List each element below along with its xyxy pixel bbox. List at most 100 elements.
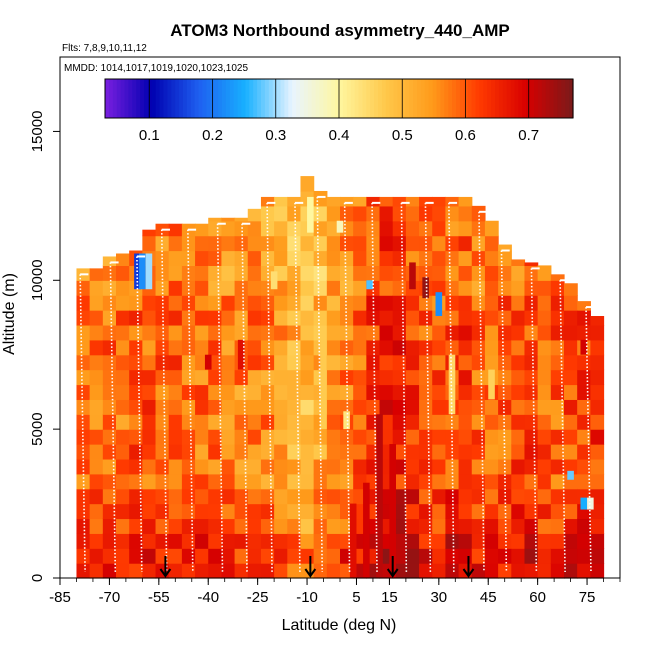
heatmap-cell bbox=[471, 250, 486, 266]
heatmap-cell bbox=[550, 548, 565, 564]
heatmap-cell bbox=[76, 429, 91, 445]
heatmap-patch bbox=[376, 414, 383, 578]
heatmap-cell bbox=[116, 384, 130, 400]
heatmap-cell bbox=[129, 399, 143, 415]
heatmap-cell bbox=[419, 563, 433, 579]
heatmap-cell bbox=[458, 444, 473, 460]
colorbar-swatch bbox=[483, 79, 488, 118]
heatmap-cell bbox=[142, 354, 157, 371]
colorbar-swatch bbox=[514, 79, 519, 118]
heatmap-cell bbox=[195, 280, 209, 296]
heatmap-cell bbox=[274, 399, 288, 415]
heatmap-cell bbox=[392, 429, 407, 445]
colorbar-swatch bbox=[218, 79, 223, 118]
heatmap-cell bbox=[511, 265, 526, 281]
flight-track bbox=[160, 229, 168, 573]
heatmap-cell bbox=[326, 339, 341, 356]
colorbar-swatch bbox=[144, 79, 149, 118]
heatmap-cell bbox=[379, 235, 394, 252]
heatmap-cell bbox=[142, 324, 157, 341]
heatmap-cell bbox=[168, 473, 183, 490]
heatmap-cell bbox=[116, 503, 130, 520]
heatmap-cell bbox=[116, 354, 130, 371]
heatmap-cell bbox=[313, 190, 328, 207]
heatmap-cell bbox=[102, 354, 117, 371]
heatmap-cell bbox=[498, 503, 512, 520]
heatmap-cell bbox=[471, 548, 486, 564]
heatmap-cell bbox=[313, 280, 328, 296]
heatmap-cell bbox=[300, 414, 315, 430]
colorbar-swatch bbox=[206, 79, 211, 118]
heatmap-cell bbox=[181, 354, 196, 371]
heatmap-cell bbox=[498, 280, 512, 296]
heatmap-cell bbox=[247, 399, 262, 415]
colorbar-swatch bbox=[183, 79, 188, 118]
heatmap-cell bbox=[379, 414, 394, 430]
heatmap-cell bbox=[471, 354, 486, 371]
colorbar-swatch bbox=[393, 79, 399, 118]
colorbar-swatch bbox=[214, 79, 219, 118]
colorbar-swatch bbox=[354, 79, 360, 118]
heatmap-cell bbox=[511, 324, 526, 341]
heatmap-cell bbox=[379, 369, 394, 386]
heatmap-cell bbox=[432, 384, 447, 400]
heatmap-cell bbox=[76, 310, 91, 326]
heatmap-cell bbox=[168, 518, 183, 534]
heatmap-cell bbox=[168, 354, 183, 371]
heatmap-cell bbox=[484, 473, 499, 490]
heatmap-cell bbox=[181, 399, 196, 415]
heatmap-cell bbox=[405, 429, 420, 445]
heatmap-cell bbox=[181, 473, 196, 490]
heatmap-cell bbox=[353, 220, 367, 237]
colorbar-swatch bbox=[253, 79, 258, 118]
heatmap-cell bbox=[274, 533, 288, 549]
heatmap-cell bbox=[129, 503, 143, 520]
heatmap-cell bbox=[260, 196, 275, 207]
heatmap-cell bbox=[471, 533, 486, 549]
heatmap-cell bbox=[458, 473, 473, 490]
heatmap-cell bbox=[537, 518, 552, 534]
heatmap-cell bbox=[247, 488, 262, 505]
heatmap-cell bbox=[195, 548, 209, 564]
heatmap-cell bbox=[326, 548, 341, 564]
heatmap-cell bbox=[392, 265, 407, 281]
heatmap-cell bbox=[590, 339, 605, 356]
colorbar-swatch bbox=[147, 79, 153, 118]
heatmap-cell bbox=[577, 310, 591, 326]
heatmap-cell bbox=[260, 414, 275, 430]
heatmap-cell bbox=[432, 220, 447, 237]
heatmap-cell bbox=[340, 488, 354, 505]
x-axis-label: Latitude (deg N) bbox=[282, 617, 397, 634]
colorbar-swatch bbox=[530, 79, 535, 118]
heatmap-cell bbox=[102, 295, 117, 311]
heatmap-cell bbox=[142, 533, 157, 549]
heatmap-cell bbox=[168, 503, 183, 520]
colorbar-swatch bbox=[307, 79, 313, 118]
heatmap-cell bbox=[76, 503, 91, 520]
heatmap-cell bbox=[550, 488, 565, 505]
heatmap-cell bbox=[234, 473, 249, 490]
colorbar-swatch bbox=[487, 79, 492, 118]
heatmap-cell bbox=[247, 414, 262, 430]
heatmap-cell bbox=[484, 265, 499, 281]
heatmap-cell bbox=[260, 235, 275, 252]
heatmap-cell bbox=[260, 488, 275, 505]
heatmap-cell bbox=[102, 280, 117, 296]
heatmap-cell bbox=[142, 548, 157, 564]
heatmap-patch bbox=[139, 253, 146, 290]
heatmap-cell bbox=[564, 458, 578, 475]
heatmap-cell bbox=[432, 444, 447, 460]
heatmap-cell bbox=[300, 235, 315, 252]
heatmap-cell bbox=[287, 503, 302, 520]
heatmap-cell bbox=[142, 295, 157, 311]
heatmap-cell bbox=[392, 324, 407, 341]
heatmap-cell bbox=[300, 339, 315, 356]
heatmap-cell bbox=[537, 444, 552, 460]
heatmap-cell bbox=[537, 265, 552, 281]
heatmap-cell bbox=[471, 369, 486, 386]
heatmap-cell bbox=[208, 563, 223, 579]
heatmap-cell bbox=[471, 563, 486, 579]
heatmap-cell bbox=[234, 265, 249, 281]
chart-title: ATOM3 Northbound asymmetry_440_AMP bbox=[170, 21, 509, 40]
colorbar-swatch bbox=[432, 79, 438, 118]
